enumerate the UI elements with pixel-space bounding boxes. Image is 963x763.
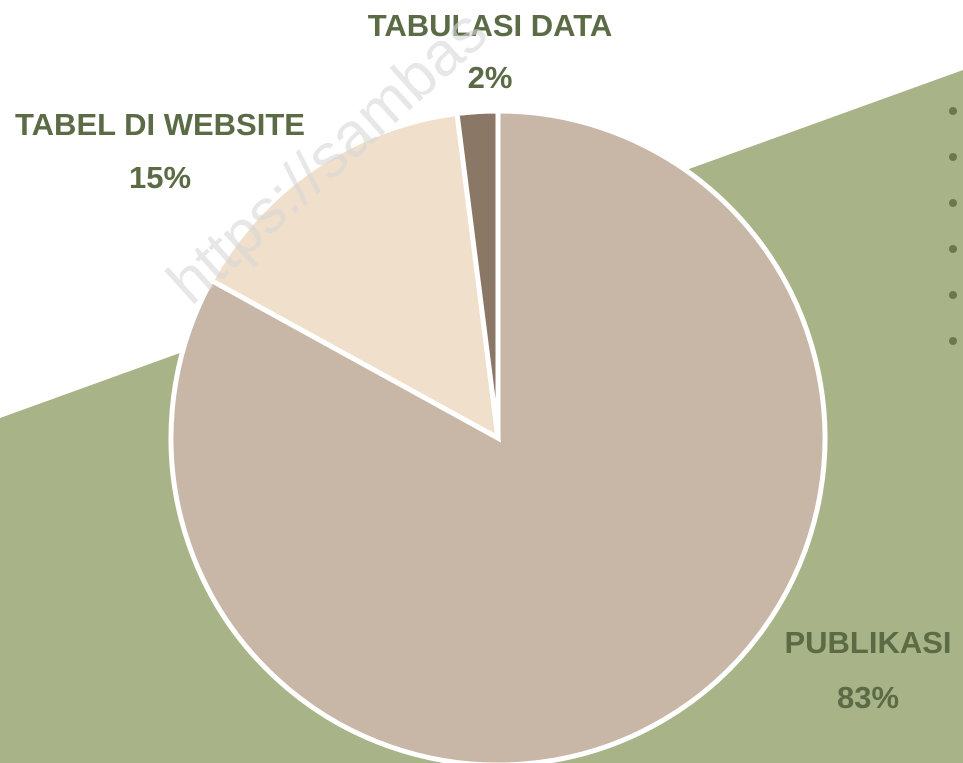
pie-slice <box>208 110 502 443</box>
bullet <box>949 337 957 345</box>
bullet <box>949 153 957 161</box>
value-label: 15% <box>129 160 191 195</box>
bullet <box>949 245 957 253</box>
pie <box>168 108 828 763</box>
bullets <box>949 107 957 345</box>
labels: PUBLIKASI 83% TABEL DI WEBSITE 15% TABULASI … <box>15 8 952 715</box>
category-label: PUBLIKASI <box>784 625 951 660</box>
bullet <box>949 107 957 115</box>
value-label: 83% <box>837 680 899 715</box>
pie-slice <box>454 108 501 439</box>
pie-slice <box>168 108 828 763</box>
category-label: TABULASI DATA <box>368 8 613 43</box>
category-label: TABEL DI WEBSITE <box>15 107 305 142</box>
value-label: 2% <box>468 60 513 95</box>
bullet <box>949 291 957 299</box>
bullet <box>949 199 957 207</box>
